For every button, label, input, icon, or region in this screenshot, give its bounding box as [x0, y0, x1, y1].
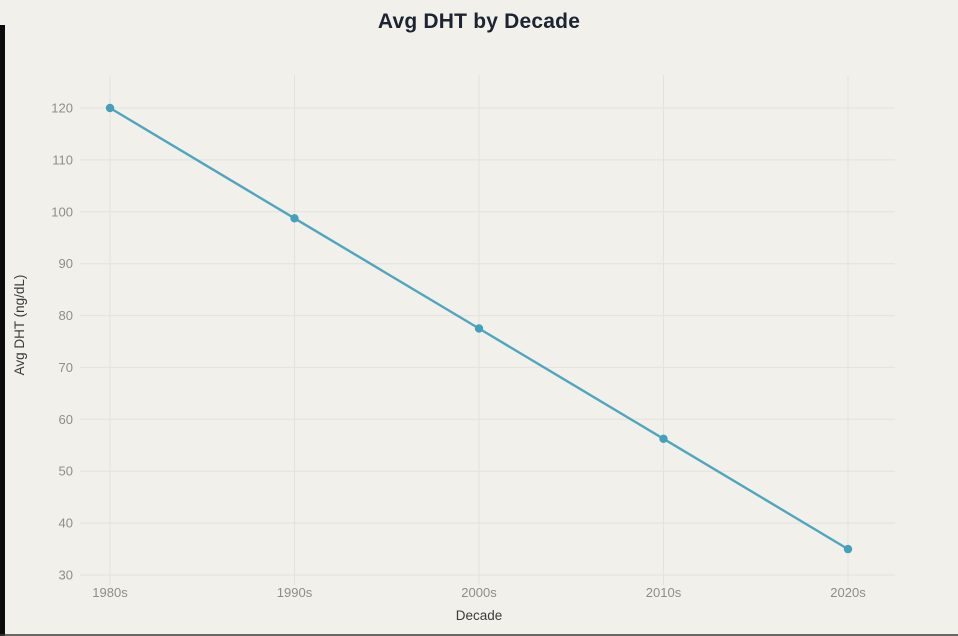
y-tick-label: 60 [59, 412, 73, 427]
y-tick-label: 120 [51, 101, 73, 116]
data-point-marker [105, 103, 115, 113]
data-point-marker [659, 434, 668, 443]
y-tick-label: 80 [59, 308, 73, 323]
y-tick-label: 100 [51, 204, 73, 219]
data-point-marker [843, 544, 853, 554]
x-tick-label: 2010s [646, 585, 682, 600]
screen-edge-artifact-bottom [0, 634, 958, 636]
x-axis-title: Decade [455, 608, 503, 623]
chart-title: Avg DHT by Decade [377, 10, 581, 33]
y-tick-label: 30 [59, 568, 73, 583]
x-tick-label: 1990s [277, 585, 313, 600]
x-tick-label: 1980s [92, 585, 128, 600]
y-tick-label: 40 [59, 516, 73, 531]
y-tick-label: 70 [59, 360, 73, 375]
x-tick-label: 2020s [830, 585, 866, 600]
data-point-marker [290, 214, 299, 223]
y-tick-label: 110 [52, 152, 73, 167]
y-tick-label: 50 [59, 464, 73, 479]
screen-edge-artifact-left [0, 25, 5, 636]
x-tick-label: 2000s [461, 585, 497, 600]
y-axis-title: Avg DHT (ng/dL) [12, 274, 27, 376]
data-point-marker [474, 324, 484, 333]
y-tick-label: 90 [59, 256, 73, 271]
